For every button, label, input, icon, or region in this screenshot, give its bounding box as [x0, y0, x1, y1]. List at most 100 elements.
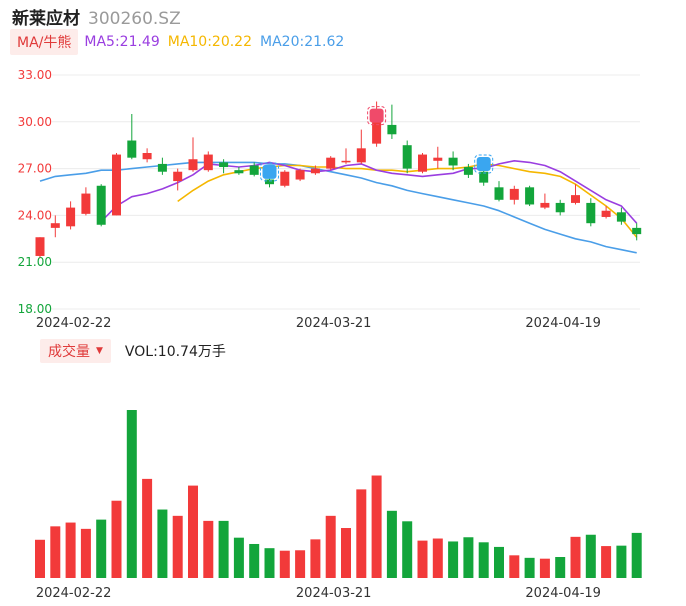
- volume-bar: [341, 528, 351, 578]
- bear-signal-icon: [476, 157, 491, 172]
- volume-bar: [478, 542, 489, 578]
- candle-body: [356, 148, 366, 163]
- ma10-legend: MA10:20.22: [167, 34, 253, 50]
- volume-bar: [371, 475, 382, 578]
- candle-body: [142, 153, 152, 160]
- candle-body: [219, 162, 229, 168]
- bull-signal-icon: [369, 108, 384, 123]
- volume-bar: [142, 478, 153, 578]
- candle-body: [402, 145, 412, 169]
- stock-name: 新莱应材: [12, 9, 80, 29]
- date-tick-label: 2024-02-22: [36, 586, 112, 601]
- candle-body: [234, 170, 244, 174]
- y-tick-label: 21.00: [18, 255, 52, 269]
- volume-bar: [402, 521, 413, 578]
- volume-bar: [310, 539, 321, 578]
- signal-frame: [367, 106, 387, 126]
- candle-body: [127, 140, 137, 158]
- candle-body: [632, 227, 642, 235]
- volume-bar: [111, 500, 122, 578]
- candle-body: [295, 170, 305, 180]
- candle-body: [494, 187, 504, 200]
- candle-body: [601, 210, 611, 217]
- date-axis: 2024-02-22 2024-03-21 2024-04-19: [36, 316, 601, 331]
- y-tick-label: 33.00: [18, 68, 52, 82]
- candle-body: [433, 157, 443, 161]
- date-tick-label: 2024-03-21: [296, 316, 372, 331]
- date-tick-label: 2024-04-19: [525, 586, 601, 601]
- volume-bar: [631, 532, 642, 578]
- volume-bar: [203, 520, 214, 578]
- volume-bar: [356, 489, 367, 578]
- volume-bar: [585, 534, 596, 578]
- candle-body: [463, 167, 473, 175]
- volume-legend: 成交量 ▼ VOL:10.74万手: [40, 339, 226, 363]
- volume-bar: [50, 526, 61, 578]
- candle-body: [157, 163, 167, 172]
- volume-bars: [35, 410, 642, 578]
- volume-bar: [555, 557, 566, 578]
- volume-bar: [80, 528, 91, 578]
- candle-body: [341, 160, 351, 163]
- candle-body: [418, 154, 427, 172]
- volume-bar: [601, 546, 612, 578]
- volume-bar: [417, 540, 428, 578]
- candle-body: [280, 171, 290, 186]
- candle-body: [448, 157, 458, 166]
- volume-bar: [188, 485, 198, 578]
- caret-down-icon: ▼: [96, 346, 103, 356]
- candle-body: [96, 185, 106, 225]
- candle-body: [586, 202, 596, 224]
- candle-body: [326, 157, 336, 169]
- ma5-legend: MA5:21.49: [84, 34, 160, 50]
- volume-bar: [218, 520, 229, 578]
- volume-bar: [264, 548, 275, 578]
- volume-bar: [386, 510, 397, 578]
- volume-bar: [616, 545, 627, 578]
- volume-bar: [233, 537, 244, 578]
- y-tick-label: 27.00: [18, 162, 52, 176]
- volume-bar: [249, 543, 260, 578]
- ma-indicator-selector[interactable]: MA/牛熊: [10, 29, 79, 55]
- volume-indicator-label: 成交量: [48, 344, 90, 360]
- volume-bar: [448, 541, 459, 578]
- bear-signal-icon: [262, 164, 277, 179]
- signal-markers: [260, 106, 494, 182]
- volume-bar: [494, 546, 504, 578]
- ma20-line: [39, 161, 637, 254]
- candlestick-series: [35, 101, 642, 258]
- candle-body: [265, 179, 274, 185]
- volume-bar: [325, 515, 336, 578]
- candle-body: [525, 187, 535, 205]
- volume-bar: [157, 509, 168, 578]
- volume-value: VOL:10.74万手: [124, 344, 226, 360]
- candle-body: [540, 202, 550, 208]
- volume-bar: [279, 550, 290, 578]
- stock-code: 300260.SZ: [88, 9, 181, 29]
- volume-bar: [570, 536, 581, 578]
- volume-indicator-selector[interactable]: 成交量 ▼: [40, 339, 111, 363]
- candle-body: [203, 154, 213, 171]
- y-tick-label: 30.00: [18, 115, 52, 129]
- candle-body: [249, 165, 259, 175]
- ma-legend: MA/牛熊 MA5:21.49 MA10:20.22 MA20:21.62: [10, 29, 352, 55]
- ma20-legend: MA20:21.62: [260, 34, 345, 50]
- volume-bar: [295, 550, 306, 578]
- price-axis: 33.00 30.00 27.00 24.00 21.00 18.00: [18, 68, 52, 316]
- stock-header: 新莱应材 300260.SZ: [12, 4, 181, 29]
- candle-body: [310, 168, 320, 174]
- ma5-line: [100, 160, 638, 224]
- price-grid: [52, 74, 640, 310]
- date-tick-label: 2024-03-21: [296, 586, 372, 601]
- volume-bar: [96, 519, 107, 578]
- volume-bar: [172, 515, 183, 578]
- candle-body: [555, 202, 565, 213]
- candle-body: [616, 212, 626, 222]
- volume-bar: [126, 410, 137, 578]
- volume-bar: [65, 522, 76, 578]
- y-tick-label: 24.00: [18, 208, 52, 222]
- candle-body: [81, 193, 91, 214]
- volume-bar: [509, 555, 520, 578]
- candle-body: [509, 188, 519, 200]
